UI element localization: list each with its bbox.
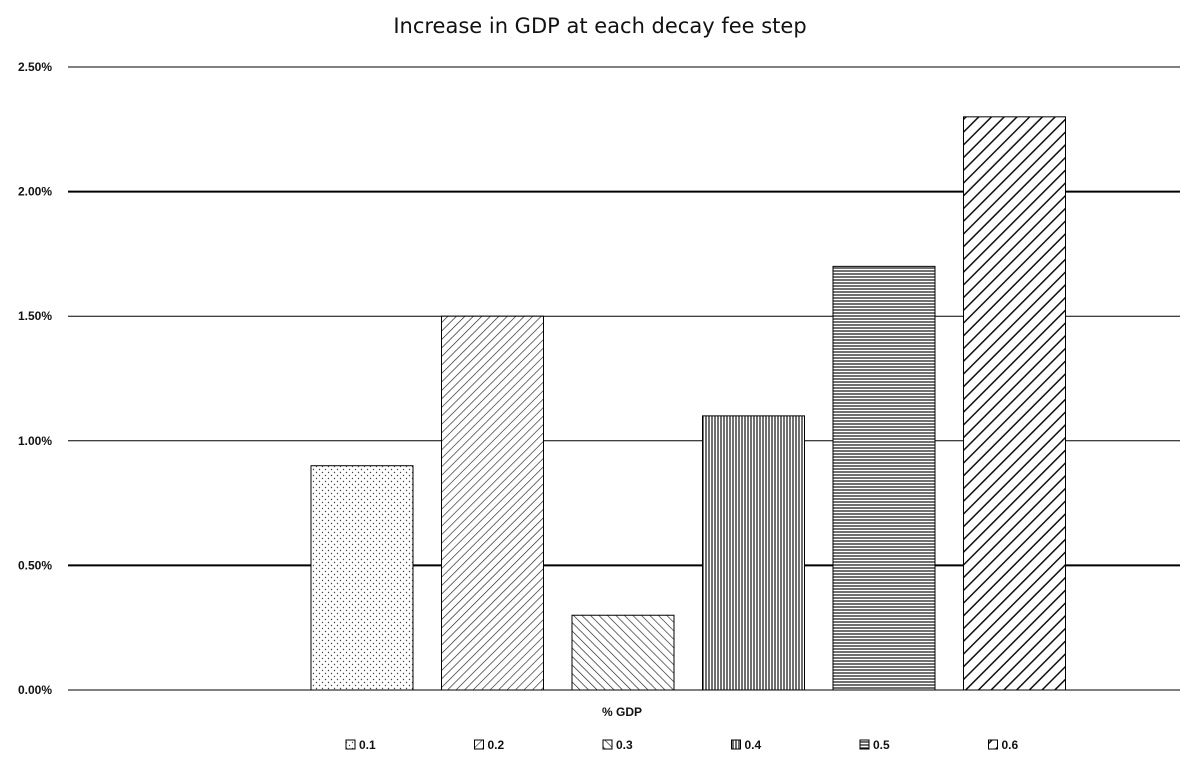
legend-label-0.3: 0.3 (616, 738, 633, 752)
category-axis-label: % GDP (602, 705, 642, 719)
y-tick-label: 0.00% (18, 683, 52, 697)
legend-swatch-0.5 (859, 739, 870, 750)
legend-swatch-0.3 (602, 739, 613, 750)
bar-0.1 (310, 465, 414, 691)
legend-label-0.6: 0.6 (1002, 738, 1019, 752)
legend-label-0.2: 0.2 (488, 738, 505, 752)
legend-label-0.4: 0.4 (745, 738, 762, 752)
bar-0.3 (571, 614, 675, 691)
y-tick-label: 2.50% (18, 60, 52, 74)
bar-0.5 (832, 265, 936, 691)
legend-swatch-0.2 (474, 739, 484, 750)
y-tick-label: 1.50% (18, 309, 52, 323)
bar-0.2 (441, 315, 544, 691)
legend-swatch-0.1 (345, 739, 356, 750)
bar-0.6 (963, 116, 1066, 691)
chart-title: Increase in GDP at each decay fee step (393, 14, 807, 38)
legend-swatch-0.6 (988, 739, 998, 750)
legend-label-0.1: 0.1 (359, 738, 376, 752)
y-tick-label: 0.50% (18, 558, 52, 572)
y-tick-label: 1.00% (18, 434, 52, 448)
bar-0.4 (702, 415, 805, 691)
legend-swatch-0.4 (731, 739, 741, 750)
legend-label-0.5: 0.5 (873, 738, 890, 752)
y-tick-label: 2.00% (18, 185, 52, 199)
